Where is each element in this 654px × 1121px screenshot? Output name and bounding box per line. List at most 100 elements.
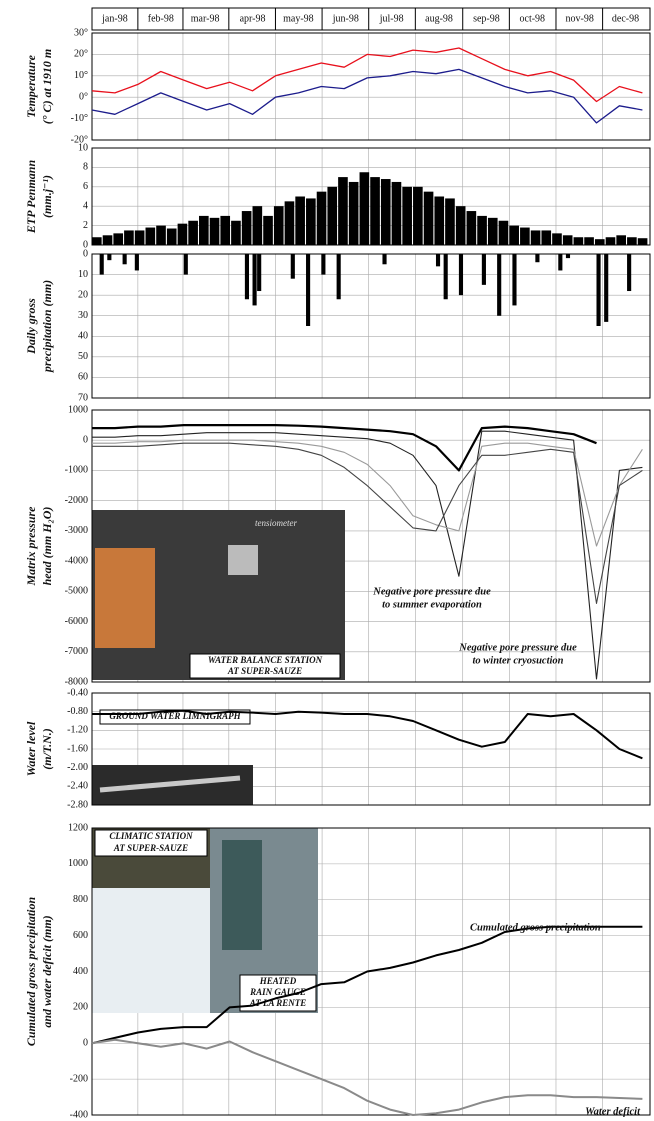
x-tick-label: jan-98 [101,13,128,24]
y-axis-label: Daily gross [24,298,38,355]
y-tick-label: 4 [83,200,88,211]
y-tick-label: 50 [78,351,88,362]
plot-frame [91,409,651,683]
bar [435,254,441,267]
y-tick-label: 0° [79,91,88,102]
photo-caption: RAIN GAUGE [249,987,306,997]
plot-frame [91,692,651,806]
bar [520,227,530,245]
bar [637,238,648,245]
y-tick-label: -8000 [65,676,88,687]
plot-frame [91,827,651,1116]
x-tick-label: jul-98 [379,13,404,24]
y-axis-label: and water deficit (mm) [40,915,54,1027]
photo-gauge-box [222,840,262,950]
y-tick-label: 10 [78,142,88,153]
bar [134,254,139,271]
bar [107,254,112,261]
line-series [92,430,643,680]
bar [565,254,571,259]
bar [306,254,311,326]
bar [113,233,124,245]
bar [604,254,609,322]
y-tick-label: -1.20 [67,725,88,736]
bar [530,230,541,245]
annotation: Negative pore pressure due [372,586,491,597]
bar [102,235,113,245]
y-axis-label: (° C) at 1910 m [40,49,54,124]
y-tick-label: 70 [78,392,88,403]
x-tick-label: apr-98 [240,13,266,24]
bar [458,254,464,296]
y-tick-label: 10 [78,269,88,280]
photo-caption: CLIMATIC STATION [109,831,193,841]
bar [584,237,594,245]
plot-frame [91,32,651,141]
y-tick-label: -4000 [65,555,88,566]
bar [423,191,434,245]
x-tick-label: aug-98 [425,13,453,24]
bar [338,177,348,245]
photo-caption: WATER BALANCE STATION [208,655,323,665]
y-tick-label: 30° [74,27,88,38]
bar [92,237,102,245]
bar [188,220,198,245]
annotation: to winter cryosuction [472,655,563,666]
caption-box [189,653,341,679]
bar [443,254,448,300]
bar [252,254,257,306]
caption-box [94,829,208,857]
bar [558,254,563,271]
bar [477,215,487,245]
y-tick-label: 60 [78,372,88,383]
y-axis-label: ETP Penmann [24,160,38,235]
line-series [91,47,643,103]
bar [455,206,466,245]
bar [321,254,326,275]
bar [284,201,295,245]
photo-tensiometer [228,545,258,575]
annotation: to summer evaporation [382,599,482,610]
bar [627,254,632,292]
y-axis-label: (mm.j⁻¹) [40,175,54,218]
bar [562,235,573,245]
y-tick-label: 0 [83,248,88,259]
y-tick-label: -10° [71,113,88,124]
photo-box [95,548,155,648]
bar [220,215,231,245]
y-tick-label: -1.60 [67,743,88,754]
y-tick-label: 6 [83,181,88,192]
bar [231,220,241,245]
bar [257,254,262,292]
plot-frame [91,253,651,399]
y-tick-label: -400 [70,1109,88,1120]
bar [596,254,601,326]
bar [627,237,637,245]
y-tick-label: -2.40 [67,781,88,792]
y-tick-label: -0.40 [67,687,88,698]
photo-caption: GROUND WATER LIMNIGRAPH [109,711,241,721]
x-tick-label: mar-98 [191,13,220,24]
line-series [92,709,643,760]
line-series [92,439,643,547]
bar [166,228,177,245]
y-axis-label: Matrix pressure [24,506,38,587]
photo-caption: HEATED [259,976,297,986]
bar [145,227,156,245]
y-axis-label: Water level [24,721,38,776]
series-label: Water deficit [585,1106,641,1117]
photo-caption: AT LA RENTE [249,998,307,1008]
y-tick-label: 1000 [68,404,88,415]
bar [616,235,626,245]
y-tick-label: 600 [73,930,88,941]
y-tick-label: -200 [70,1073,88,1084]
y-tick-label: 10° [74,70,88,81]
bar [183,254,188,275]
bar [134,230,145,245]
y-tick-label: 200 [73,1002,88,1013]
y-tick-label: 1200 [68,822,88,833]
bar [209,217,220,245]
x-tick-label: may-98 [283,13,314,24]
bar [156,225,166,245]
line-series [91,925,643,1045]
